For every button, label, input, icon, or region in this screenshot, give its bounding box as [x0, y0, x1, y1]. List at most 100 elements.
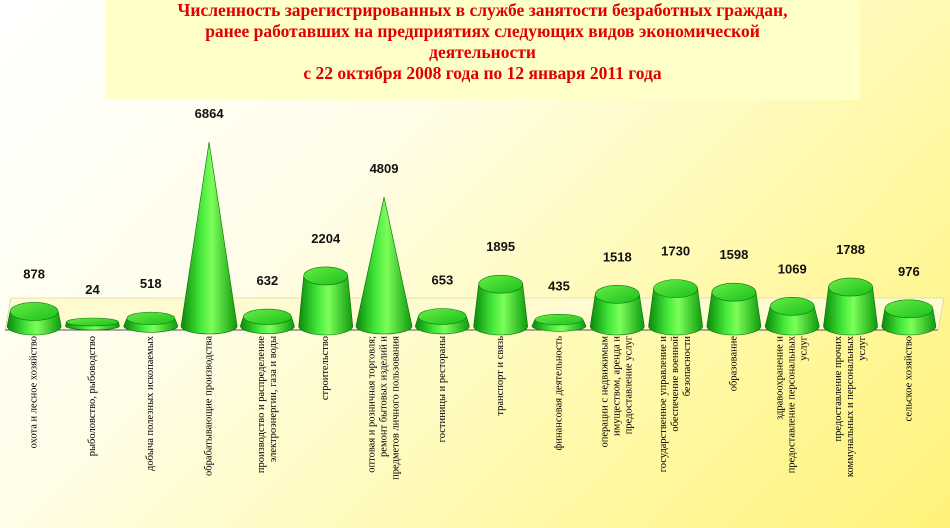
category-label-line: обрабатывающие производства [204, 336, 215, 476]
cylinder-body [706, 291, 762, 336]
chart-title: Численность зарегистрированных в службе … [105, 0, 860, 100]
category-label-line: финансовая деятельность [553, 336, 564, 451]
category-label-4: обрабатывающие производства [204, 336, 215, 476]
bar-5 [240, 308, 295, 334]
value-label-4: 6864 [195, 106, 225, 121]
cylinder-top [66, 317, 119, 327]
category-label-14: здравоохранение и предоставление персонал… [775, 335, 810, 473]
chart-value-labels: 878 24 518 6864 632 2204 4809 653 1895 435 1518 173… [23, 106, 919, 297]
cylinder-top [478, 274, 523, 294]
category-label-3: добыча полезных ископаемых [145, 335, 156, 471]
category-label-line: сельское хозяйство [903, 336, 914, 421]
bar-4 [180, 141, 238, 335]
category-label-line: предоставление персональных [787, 335, 798, 473]
value-label-14: 1069 [778, 261, 807, 276]
category-label-line: здравоохранение и [775, 336, 786, 420]
cylinder-top [884, 299, 934, 319]
value-label-16: 976 [898, 264, 920, 279]
cone-body [355, 197, 413, 335]
bar-14 [764, 297, 820, 336]
bar-15 [823, 277, 878, 336]
value-label-8: 653 [431, 272, 453, 287]
category-label-5: производство и распределение электроэнерг… [256, 336, 279, 473]
bar-12 [648, 279, 703, 336]
category-label-13: образование [728, 336, 739, 392]
category-label-line: услуг [857, 335, 868, 360]
category-label-line: гостиницы и рестораны [437, 336, 448, 442]
cylinder-body [298, 275, 354, 336]
cylinder-top [828, 277, 873, 297]
category-label-9: транспорт и связь [495, 336, 506, 416]
category-label-line: обеспечение военной [670, 336, 681, 432]
category-label-line: коммунальных и персональных [845, 335, 856, 477]
cylinder-top [418, 308, 467, 325]
category-label-line: ремонт бытовых изделий и [378, 336, 389, 457]
value-label-6: 2204 [311, 231, 341, 246]
value-label-3: 518 [140, 276, 162, 291]
category-label-line: добыча полезных ископаемых [145, 335, 156, 471]
category-label-12: государственное управление и обеспечение … [658, 336, 693, 473]
bar-13 [706, 282, 762, 336]
category-label-line: строительство [320, 336, 331, 400]
category-label-16: сельское хозяйство [903, 336, 914, 421]
value-label-12: 1730 [661, 244, 690, 259]
category-label-1: охота и лесное хозяйство [29, 336, 40, 448]
value-label-2: 24 [85, 282, 100, 297]
title-line-2: ранее работавших на предприятиях следующ… [205, 21, 760, 41]
value-label-1: 878 [23, 266, 45, 281]
category-label-line: оптовая и розничная торговля; [366, 336, 377, 473]
category-label-10: финансовая деятельность [553, 336, 564, 451]
cylinder-top [594, 285, 640, 304]
cylinder-top [243, 308, 292, 325]
bar-7 [355, 197, 413, 335]
cylinder-top [769, 297, 815, 316]
category-label-line: охота и лесное хозяйство [29, 336, 40, 448]
category-label-line: производство и распределение [256, 336, 267, 473]
bar-9 [473, 274, 528, 336]
value-label-9: 1895 [486, 239, 515, 254]
bar-6 [298, 266, 354, 336]
cylinder-body [648, 288, 703, 336]
cylinder-top [126, 311, 176, 326]
bar-1 [6, 302, 62, 336]
bar-8 [415, 308, 470, 335]
category-label-line: операции с недвижимым [600, 336, 611, 448]
value-label-5: 632 [257, 273, 279, 288]
category-label-15: предоставление прочих коммунальных и перс… [833, 335, 868, 477]
category-label-line: имуществом, аренда и [612, 336, 623, 436]
chart-category-labels: охота и лесное хозяйство рыболовство, рыб… [29, 335, 915, 480]
category-label-line: образование [728, 336, 739, 392]
bar-10 [531, 314, 587, 332]
cylinder-body [589, 294, 645, 336]
cylinder-top [9, 302, 59, 321]
value-label-11: 1518 [603, 249, 632, 264]
category-label-11: операции с недвижимым имуществом, аренда … [600, 335, 635, 447]
category-label-line: предоставление услуг [624, 335, 635, 434]
category-label-line: предоставление прочих [833, 335, 844, 441]
category-label-2: рыболовство, рыбоводство [87, 336, 98, 456]
category-label-7: оптовая и розничная торговля; ремонт быто… [366, 336, 401, 480]
cylinder-top [303, 266, 349, 286]
title-line-3: деятельности [429, 42, 536, 62]
cylinder-body [823, 286, 878, 336]
bar-16 [881, 299, 937, 336]
category-label-line: транспорт и связь [495, 336, 506, 416]
value-label-13: 1598 [719, 247, 748, 262]
cylinder-top [653, 279, 698, 298]
cylinder-top [711, 282, 757, 302]
category-label-line: услуг [799, 335, 810, 360]
value-label-15: 1788 [836, 242, 865, 257]
cone-body [180, 141, 238, 335]
category-label-line: предметов личного пользования [390, 336, 401, 480]
title-line-1: Численность зарегистрированных в службе … [177, 0, 788, 20]
category-label-line: электроэнергии, газа и воды [268, 336, 279, 462]
category-label-6: строительство [320, 336, 331, 400]
category-label-8: гостиницы и рестораны [437, 336, 448, 442]
cylinder-body [473, 283, 528, 336]
category-label-line: государственное управление и [658, 336, 669, 473]
chart-marks [6, 141, 937, 336]
cylinder-top [534, 314, 584, 326]
category-label-line: безопасности [682, 336, 693, 397]
value-label-10: 435 [548, 278, 570, 293]
